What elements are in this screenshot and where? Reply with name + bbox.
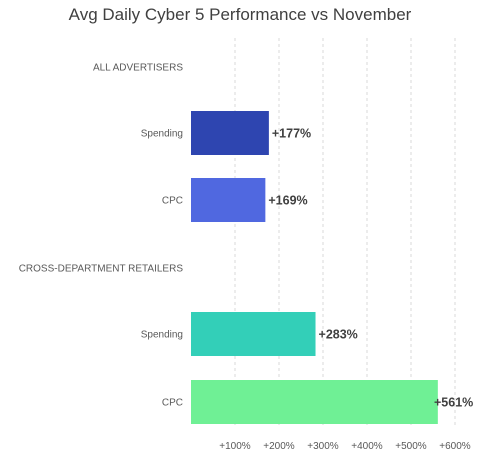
category-label: CPC (162, 196, 183, 207)
x-tick-label: +500% (395, 441, 427, 452)
data-label: +283% (319, 328, 358, 342)
bars (191, 111, 438, 424)
x-tick-label: +200% (263, 441, 295, 452)
group-header-label: ALL ADVERTISERS (93, 63, 183, 74)
bar (191, 111, 269, 155)
bar (191, 312, 316, 356)
data-label: +177% (272, 127, 311, 141)
bar (191, 380, 438, 424)
category-label: Spending (141, 330, 183, 341)
category-label: CPC (162, 398, 183, 409)
x-tick-label: +300% (307, 441, 339, 452)
chart-title: Avg Daily Cyber 5 Performance vs Novembe… (69, 5, 412, 24)
x-tick-label: +400% (351, 441, 383, 452)
group-header-label: CROSS-DEPARTMENT RETAILERS (19, 264, 184, 275)
x-tick-label: +100% (219, 441, 251, 452)
data-label: +169% (268, 194, 307, 208)
bar (191, 178, 266, 222)
category-label: Spending (141, 129, 183, 140)
category-labels: ALL ADVERTISERS Spending +177% CPC +169% CROS… (19, 63, 474, 410)
gridlines (234, 38, 456, 425)
data-label: +561% (434, 396, 473, 410)
x-tick-label: +600% (439, 441, 471, 452)
x-axis-ticks: +100% +200% +300% +400% +500% +600% (219, 441, 471, 452)
